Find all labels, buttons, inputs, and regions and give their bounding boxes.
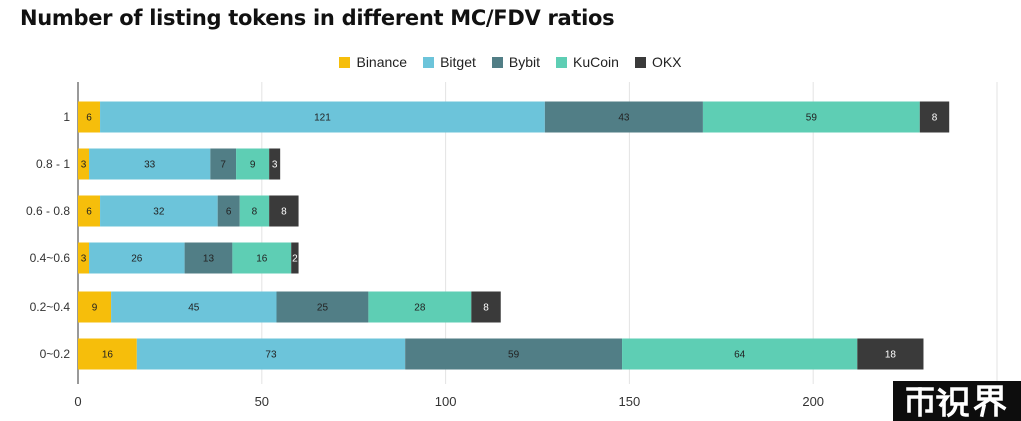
- bar-bitget: [100, 195, 218, 227]
- bar-binance: [78, 242, 90, 274]
- y-tick-label: 0.4~0.6: [30, 251, 71, 265]
- bar-data-label: 32: [153, 207, 165, 218]
- bar-data-label: 16: [102, 350, 114, 361]
- bar-data-label: 6: [86, 113, 92, 124]
- legend-label: Bybit: [508, 54, 541, 70]
- legend-swatch: [423, 56, 435, 68]
- bar-data-label: 3: [272, 160, 278, 171]
- x-tick-label: 150: [619, 394, 641, 409]
- bar-data-label: 121: [314, 113, 331, 124]
- bar-data-label: 9: [92, 303, 98, 314]
- y-tick-label: 1: [63, 110, 70, 124]
- bar-data-label: 26: [131, 254, 143, 265]
- legend-item-bybit: Bybit: [491, 54, 541, 70]
- bar-data-label: 59: [806, 113, 818, 124]
- watermark-glyphs: [906, 385, 1007, 418]
- bar-data-label: 8: [932, 113, 938, 124]
- bar-bybit: [544, 101, 703, 133]
- chart-legend: Binance Bitget Bybit KuCoin OKX: [0, 54, 1021, 70]
- legend-swatch: [556, 56, 568, 68]
- bar-data-label: 8: [252, 207, 258, 218]
- bar-data-label: 18: [885, 350, 897, 361]
- bar-binance: [78, 338, 137, 370]
- x-tick-label: 100: [435, 394, 457, 409]
- watermark-logo: [893, 381, 1021, 421]
- bar-binance: [78, 195, 101, 227]
- bar-data-label: 6: [226, 207, 232, 218]
- bar-data-label: 43: [618, 113, 630, 124]
- bar-data-label: 7: [220, 160, 226, 171]
- bar-binance: [78, 101, 101, 133]
- bar-bitget: [100, 101, 545, 133]
- legend-item-binance: Binance: [339, 54, 407, 70]
- legend-swatch: [491, 56, 503, 68]
- y-tick-label: 0.6 - 0.8: [26, 204, 70, 218]
- bar-bitget: [89, 242, 185, 274]
- chart-title: Number of listing tokens in different MC…: [20, 6, 615, 30]
- bar-binance: [78, 291, 112, 323]
- bar-kucoin: [236, 148, 270, 180]
- bar-bybit: [210, 148, 237, 180]
- legend-swatch: [339, 56, 351, 68]
- legend-item-kucoin: KuCoin: [556, 54, 619, 70]
- bar-kucoin: [622, 338, 858, 370]
- x-tick-label: 200: [802, 394, 824, 409]
- bar-kucoin: [239, 195, 270, 227]
- bar-okx: [919, 101, 950, 133]
- bar-data-label: 8: [281, 207, 287, 218]
- x-tick-label: 50: [255, 394, 269, 409]
- bar-data-label: 2: [292, 254, 298, 265]
- bar-okx: [269, 148, 281, 180]
- legend-label: Binance: [356, 54, 408, 70]
- bar-data-label: 33: [144, 160, 156, 171]
- bar-okx: [471, 291, 501, 323]
- bar-bitget: [136, 338, 406, 370]
- bar-data-label: 25: [317, 303, 329, 314]
- bar-bybit: [217, 195, 240, 227]
- bar-data-label: 45: [188, 303, 200, 314]
- bar-data-label: 6: [86, 207, 92, 218]
- y-tick-label: 0.2~0.4: [30, 300, 71, 314]
- bar-bitget: [89, 148, 211, 180]
- bar-bybit: [184, 242, 233, 274]
- legend-label: OKX: [651, 54, 682, 70]
- bar-bitget: [111, 291, 277, 323]
- bar-data-label: 9: [250, 160, 256, 171]
- legend-item-okx: OKX: [634, 54, 682, 70]
- bar-binance: [78, 148, 90, 180]
- bar-bybit: [405, 338, 623, 370]
- bar-okx: [269, 195, 299, 227]
- legend-swatch: [634, 56, 646, 68]
- bar-data-label: 3: [81, 160, 87, 171]
- bar-kucoin: [702, 101, 920, 133]
- bar-kucoin: [368, 291, 472, 323]
- legend-item-bitget: Bitget: [423, 54, 476, 70]
- y-tick-label: 0~0.2: [40, 347, 71, 361]
- bar-kucoin: [232, 242, 292, 274]
- legend-label: Bitget: [440, 54, 476, 70]
- bar-data-label: 13: [203, 254, 215, 265]
- y-tick-label: 0.8 - 1: [36, 157, 70, 171]
- bar-data-label: 28: [414, 303, 426, 314]
- bar-data-label: 73: [265, 350, 277, 361]
- x-tick-label: 0: [74, 394, 81, 409]
- bar-data-label: 3: [81, 254, 87, 265]
- bar-data-label: 16: [256, 254, 268, 265]
- bar-bybit: [276, 291, 369, 323]
- bar-okx: [857, 338, 924, 370]
- legend-label: KuCoin: [573, 54, 619, 70]
- bar-data-label: 59: [508, 350, 520, 361]
- bar-okx: [291, 242, 299, 274]
- bar-data-label: 64: [734, 350, 746, 361]
- bar-data-label: 8: [483, 303, 489, 314]
